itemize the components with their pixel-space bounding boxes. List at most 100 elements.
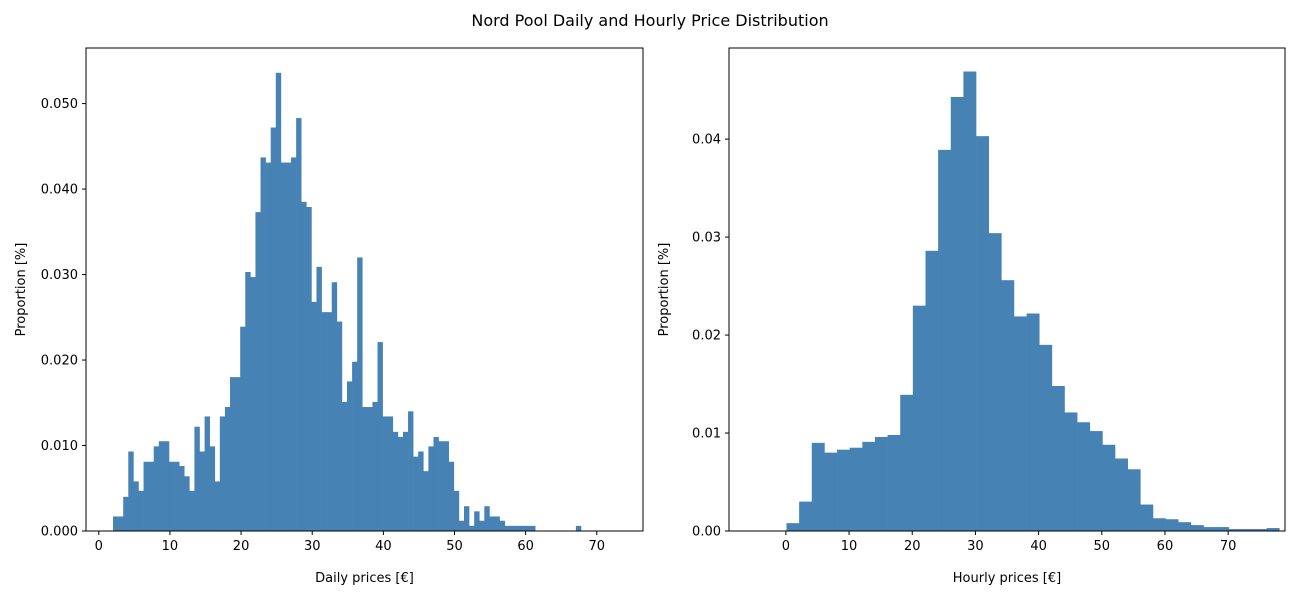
daily-bar: [214, 481, 221, 531]
daily-bar: [306, 207, 312, 531]
hourly-x-tick-label: 40: [1030, 539, 1047, 554]
daily-bar: [499, 520, 505, 531]
daily-x-tick-label: 30: [304, 539, 321, 554]
daily-bar: [275, 72, 282, 531]
daily-bar: [296, 118, 302, 531]
daily-bar: [245, 271, 251, 531]
daily-bar: [433, 436, 439, 531]
daily-x-tick-label: 70: [588, 539, 605, 554]
daily-bars: [113, 72, 582, 531]
hourly-x-tick-label: 50: [1093, 539, 1110, 554]
hourly-bar: [1115, 458, 1128, 531]
daily-bar: [530, 525, 536, 531]
daily-bar: [209, 446, 216, 531]
hourly-bar: [950, 96, 964, 531]
daily-bar: [270, 127, 277, 531]
daily-bar: [413, 456, 419, 531]
daily-axes-frame: [85, 47, 644, 532]
daily-bar: [509, 525, 516, 531]
daily-bar: [280, 162, 287, 531]
daily-bar: [219, 416, 226, 531]
daily-bar: [113, 516, 119, 531]
daily-bar: [174, 461, 180, 531]
daily-bar: [235, 377, 241, 531]
daily-y-tick-label: 0.010: [41, 439, 78, 454]
hourly-bar: [1102, 444, 1116, 531]
daily-bar: [138, 490, 144, 531]
daily-bar: [255, 212, 261, 531]
daily-bar: [443, 441, 450, 531]
hourly-bar: [874, 436, 888, 531]
daily-bar: [494, 516, 500, 531]
hourly-bar: [1077, 422, 1091, 531]
hourly-bar: [900, 394, 914, 531]
daily-x-tick-label: 60: [517, 539, 534, 554]
daily-bar: [392, 431, 399, 531]
daily-bar: [514, 525, 521, 531]
daily-bar: [158, 441, 165, 531]
hourly-bar: [1254, 529, 1267, 531]
hourly-bar: [824, 452, 838, 531]
daily-bar: [179, 466, 185, 531]
hourly-bar: [1241, 529, 1255, 531]
hourly-bar: [1064, 412, 1078, 531]
hourly-y-axis-label: Proportion [%]: [657, 243, 672, 337]
daily-bar: [474, 511, 480, 531]
daily-x-tick-label: 50: [446, 539, 463, 554]
daily-y-tick-label: 0.050: [41, 97, 78, 112]
daily-bar: [316, 266, 322, 531]
daily-x-tick-label: 10: [162, 539, 179, 554]
daily-bar: [331, 282, 338, 531]
daily-bar: [326, 312, 333, 531]
daily-bar: [204, 416, 210, 531]
daily-bar: [479, 520, 485, 531]
hourly-x-tick-label: 30: [967, 539, 984, 554]
daily-bar: [575, 525, 582, 531]
daily-bar: [336, 321, 343, 531]
daily-bar: [189, 490, 195, 531]
daily-bar: [163, 441, 170, 531]
hourly-bar: [786, 523, 800, 531]
hourly-bar: [1089, 431, 1103, 531]
hourly-bar: [799, 501, 813, 531]
hourly-bar: [1001, 280, 1015, 531]
daily-bar: [143, 461, 149, 531]
hourly-bar: [1026, 313, 1040, 531]
daily-bar: [153, 446, 160, 531]
hourly-price-histogram: 0 10 20 30 40 50 60 70 0.00 0.01 0.02 0.03 0.04: [692, 47, 1286, 554]
daily-bar: [265, 162, 272, 531]
hourly-bar: [1140, 504, 1154, 531]
daily-bar: [397, 436, 404, 531]
hourly-bar: [1152, 518, 1166, 531]
hourly-bar: [1013, 316, 1027, 531]
daily-bar: [402, 431, 409, 531]
daily-x-axis-label: Daily prices [€]: [315, 571, 414, 586]
daily-bar: [525, 525, 531, 531]
daily-bar: [489, 516, 495, 531]
hourly-x-tick-label: 60: [1157, 539, 1174, 554]
daily-bar: [362, 407, 368, 531]
hourly-bar: [1228, 529, 1242, 531]
hourly-bar: [849, 447, 863, 531]
daily-bar: [347, 381, 353, 531]
daily-bar: [372, 401, 378, 531]
daily-bar: [168, 461, 175, 531]
hourly-bar: [925, 250, 939, 531]
daily-bar: [230, 377, 236, 531]
daily-bar: [453, 490, 460, 531]
hourly-bar: [1127, 469, 1141, 531]
daily-bar: [194, 426, 200, 531]
hourly-bar: [1203, 527, 1217, 531]
daily-bar: [341, 401, 348, 531]
daily-bar: [377, 342, 383, 531]
daily-bar: [423, 471, 429, 531]
daily-price-histogram: 0 10 20 30 40 50 60 70 0.000 0.010 0.020 0.030 0.040…: [41, 47, 644, 554]
hourly-bars: [786, 71, 1280, 531]
daily-bar: [463, 506, 470, 531]
daily-bar: [118, 516, 124, 531]
daily-bar: [428, 446, 434, 531]
daily-bar: [285, 162, 292, 531]
hourly-bar: [1190, 525, 1204, 531]
hourly-bar: [988, 233, 1002, 531]
hourly-bar: [976, 136, 989, 531]
